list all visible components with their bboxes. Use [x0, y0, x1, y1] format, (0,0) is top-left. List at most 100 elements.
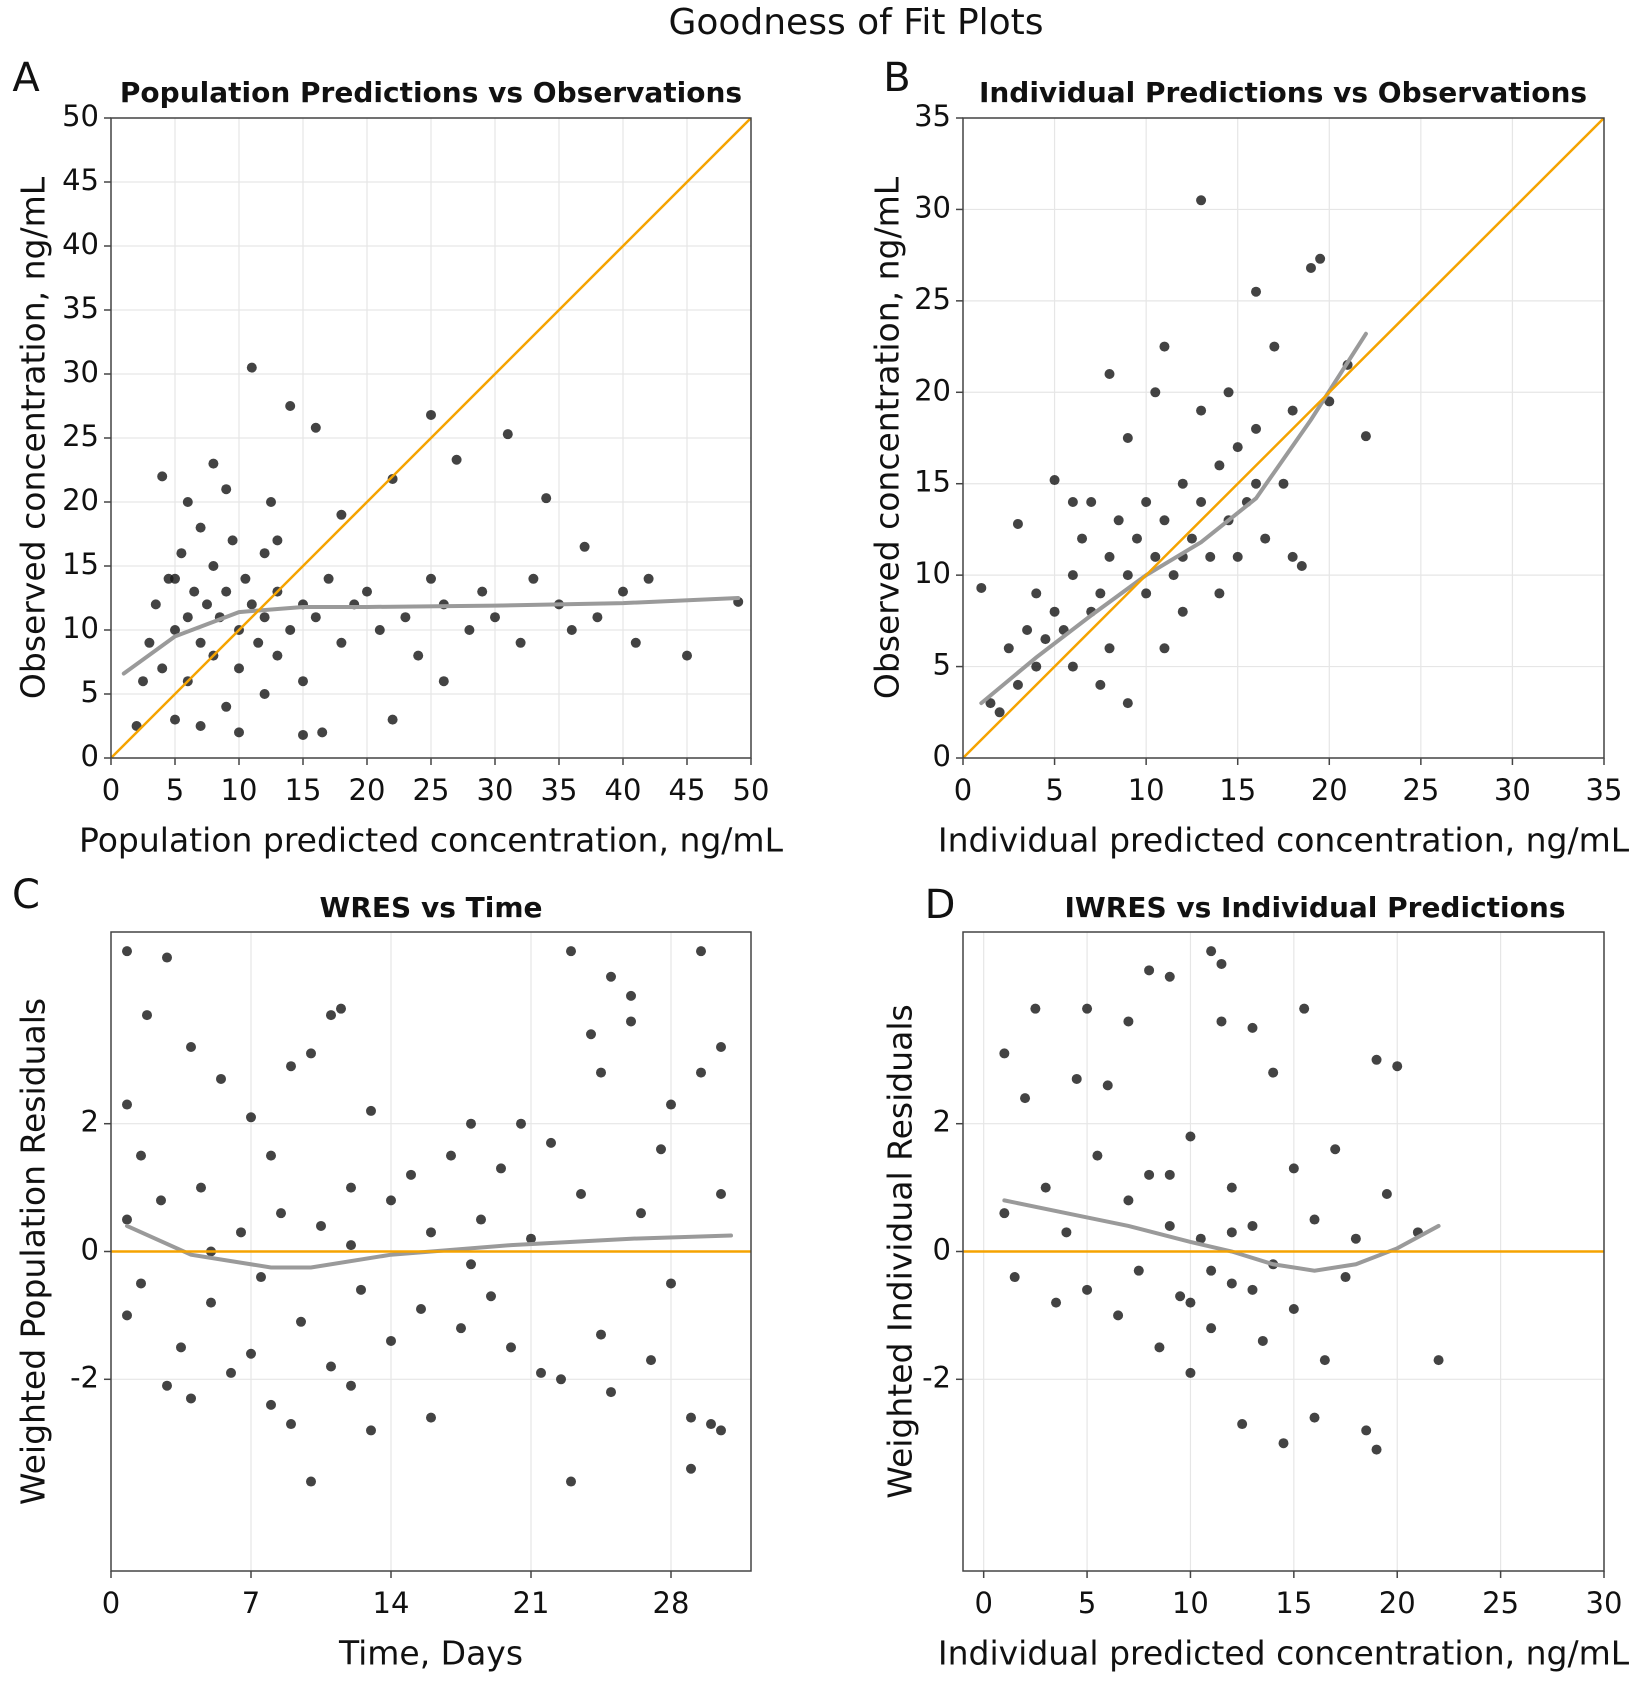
identity-line [963, 118, 1604, 758]
data-point [1226, 1182, 1237, 1193]
data-point [259, 612, 270, 623]
data-point [541, 493, 552, 504]
y-axis-label: Weighted Population Residuals [14, 998, 53, 1505]
data-point [240, 573, 251, 584]
data-point [426, 1412, 436, 1423]
data-point [1022, 625, 1033, 635]
data-point [138, 676, 148, 687]
panel: 0 5 10 15 20 25 30 -2 0 2 IWRES vs Individual Pred… [881, 882, 1630, 1673]
data-point [317, 727, 328, 738]
x-tick-label: 35 [1586, 773, 1623, 807]
data-point [596, 1329, 606, 1340]
data-point [1309, 1412, 1320, 1423]
data-point [1131, 533, 1142, 544]
data-point [221, 484, 232, 495]
data-point [186, 1042, 196, 1053]
data-point [579, 541, 590, 552]
data-point [426, 409, 436, 420]
x-tick-label: 20 [1379, 1586, 1416, 1620]
data-point [1095, 588, 1106, 599]
x-tick-label: 40 [605, 773, 642, 807]
data-point [1164, 1220, 1175, 1231]
data-point [1360, 431, 1371, 442]
panel-title: WRES vs Time [319, 891, 542, 924]
plot-content [111, 118, 751, 758]
data-point [606, 1387, 616, 1398]
x-tick-label: 10 [1128, 773, 1165, 807]
y-tick-label: -2 [922, 1360, 951, 1394]
data-point [1102, 1080, 1113, 1091]
x-tick-label: 45 [669, 773, 706, 807]
data-point [1214, 588, 1225, 599]
data-point [476, 1214, 486, 1225]
x-tick-label: 25 [413, 773, 450, 807]
data-point [1104, 369, 1115, 379]
data-point [1177, 478, 1188, 489]
data-point [1086, 497, 1097, 507]
data-point [1361, 1425, 1372, 1436]
x-tick-label: 25 [1482, 1586, 1519, 1620]
data-point [706, 1419, 716, 1430]
data-point [285, 625, 296, 635]
y-tick-label: 5 [933, 648, 951, 682]
smooth-line [121, 596, 741, 676]
data-point [1144, 1169, 1155, 1180]
data-point [266, 497, 276, 507]
y-tick-label: 30 [914, 190, 951, 224]
x-tick-label: 35 [541, 773, 578, 807]
data-point [456, 1323, 466, 1334]
x-tick-label: 30 [477, 773, 514, 807]
data-point [1009, 1272, 1020, 1283]
data-point [1049, 606, 1060, 617]
y-tick-label: 0 [81, 739, 99, 773]
data-point [1061, 1227, 1072, 1238]
y-tick-label: 5 [81, 675, 99, 709]
data-point [246, 599, 257, 610]
y-tick-label: 30 [62, 355, 99, 389]
smooth-line [125, 1223, 733, 1270]
plot-content [963, 118, 1604, 758]
data-point [1330, 1144, 1341, 1155]
y-tick-label: 50 [62, 99, 99, 133]
data-point [451, 454, 462, 465]
data-point [1251, 423, 1262, 434]
data-point [122, 1214, 132, 1225]
y-axis-label: Observed concentration, ng/mL [868, 176, 907, 699]
data-point [1324, 396, 1335, 407]
data-point [1020, 1093, 1031, 1104]
data-point [296, 1316, 306, 1327]
x-tick-label: 7 [242, 1586, 260, 1620]
data-point [1133, 1265, 1144, 1276]
x-tick-label: 21 [513, 1586, 550, 1620]
data-point [1123, 1195, 1134, 1206]
data-point [716, 1425, 726, 1436]
data-point [1226, 1278, 1237, 1289]
data-point [1164, 1169, 1175, 1180]
data-point [686, 1463, 696, 1474]
data-point [466, 1118, 476, 1129]
data-point [387, 714, 398, 725]
data-point [1003, 643, 1014, 654]
data-point [1195, 1233, 1206, 1244]
panel-letter: D [925, 882, 956, 928]
data-point [1141, 588, 1152, 599]
panel-title: Population Predictions vs Observations [120, 76, 742, 109]
data-point [1340, 1272, 1351, 1283]
x-tick-label: 5 [1045, 773, 1063, 807]
data-point [362, 586, 372, 597]
y-tick-label: 15 [62, 547, 99, 581]
data-point [1168, 570, 1179, 581]
data-point [286, 1061, 296, 1072]
data-point [1113, 1310, 1124, 1321]
plot-frame [962, 117, 1605, 759]
data-point [136, 1278, 146, 1289]
data-point [1315, 253, 1326, 264]
data-point [266, 1150, 276, 1161]
data-point [496, 1163, 506, 1174]
data-point [356, 1284, 366, 1295]
data-point [1122, 433, 1133, 443]
data-point [259, 548, 270, 559]
data-point [413, 650, 424, 661]
data-point [516, 1118, 526, 1129]
data-point [486, 1291, 496, 1302]
